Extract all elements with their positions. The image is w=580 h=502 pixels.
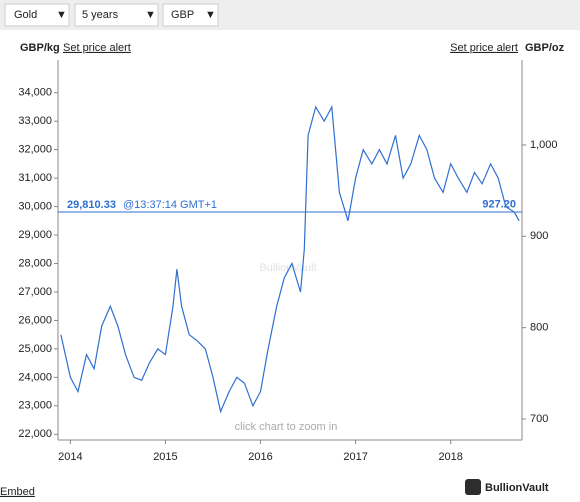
right-unit: GBP/oz bbox=[525, 42, 565, 54]
arrow: ▼ bbox=[145, 9, 156, 21]
y-tick-label: 25,000 bbox=[18, 343, 52, 355]
y-tick-label: 31,000 bbox=[18, 172, 52, 184]
y2-tick-label: 700 bbox=[530, 413, 548, 425]
y-tick-label: 22,000 bbox=[18, 428, 52, 440]
period-select[interactable]: 5 years ▼ bbox=[74, 3, 159, 27]
x-tick-label: 2017 bbox=[343, 451, 367, 463]
y-tick-label: 23,000 bbox=[18, 400, 52, 412]
y-tick-label: 27,000 bbox=[18, 286, 52, 298]
brand: BullionVault bbox=[485, 482, 549, 494]
embed-link[interactable]: Embed bbox=[0, 486, 35, 498]
x-tick-label: 2014 bbox=[58, 451, 82, 463]
currency: GBP bbox=[171, 9, 194, 21]
price-line bbox=[60, 104, 520, 414]
arrow: ▼ bbox=[205, 9, 216, 21]
y-tick-label: 30,000 bbox=[18, 200, 52, 212]
x-tick-label: 2015 bbox=[153, 451, 177, 463]
y-tick-label: 32,000 bbox=[18, 144, 52, 156]
metal-select[interactable]: Gold ▼ bbox=[4, 3, 70, 27]
current-price-label: 29,810.33 bbox=[67, 199, 116, 211]
zoom-hint: click chart to zoom in bbox=[235, 421, 338, 433]
current-oz-label: 927.20 bbox=[482, 198, 516, 210]
y-tick-label: 24,000 bbox=[18, 371, 52, 383]
metal: Gold bbox=[14, 9, 37, 21]
y-tick-label: 34,000 bbox=[18, 87, 52, 99]
currency-select[interactable]: GBP ▼ bbox=[162, 3, 219, 27]
y-tick-label: 28,000 bbox=[18, 257, 52, 269]
period: 5 years bbox=[82, 9, 119, 21]
y2-tick-label: 900 bbox=[530, 230, 548, 242]
brand-logo bbox=[465, 479, 481, 495]
x-tick-label: 2016 bbox=[248, 451, 272, 463]
y2-tick-label: 800 bbox=[530, 322, 548, 334]
y-tick-label: 26,000 bbox=[18, 314, 52, 326]
arrow: ▼ bbox=[56, 9, 67, 21]
y-tick-label: 33,000 bbox=[18, 115, 52, 127]
y2-tick-label: 1,000 bbox=[530, 139, 558, 151]
y-tick-label: 29,000 bbox=[18, 229, 52, 241]
alert-link[interactable]: Set price alert bbox=[450, 42, 518, 54]
x-tick-label: 2018 bbox=[438, 451, 462, 463]
alert-link[interactable]: Set price alert bbox=[63, 42, 131, 54]
left-unit: GBP/kg bbox=[20, 42, 60, 54]
current-time: @13:37:14 GMT+1 bbox=[123, 199, 217, 211]
